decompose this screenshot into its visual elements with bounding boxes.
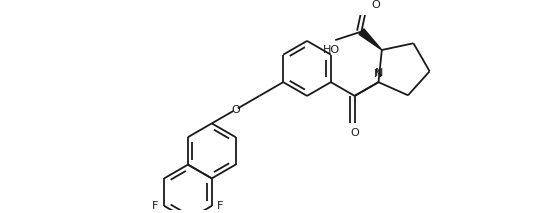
Text: O: O — [372, 0, 380, 10]
Polygon shape — [359, 29, 382, 50]
Text: N: N — [374, 69, 383, 79]
Text: F: F — [152, 201, 159, 211]
Text: HO: HO — [323, 45, 340, 55]
Text: N: N — [375, 68, 384, 78]
Text: O: O — [350, 128, 359, 138]
Text: O: O — [231, 105, 240, 115]
Text: F: F — [217, 201, 223, 211]
